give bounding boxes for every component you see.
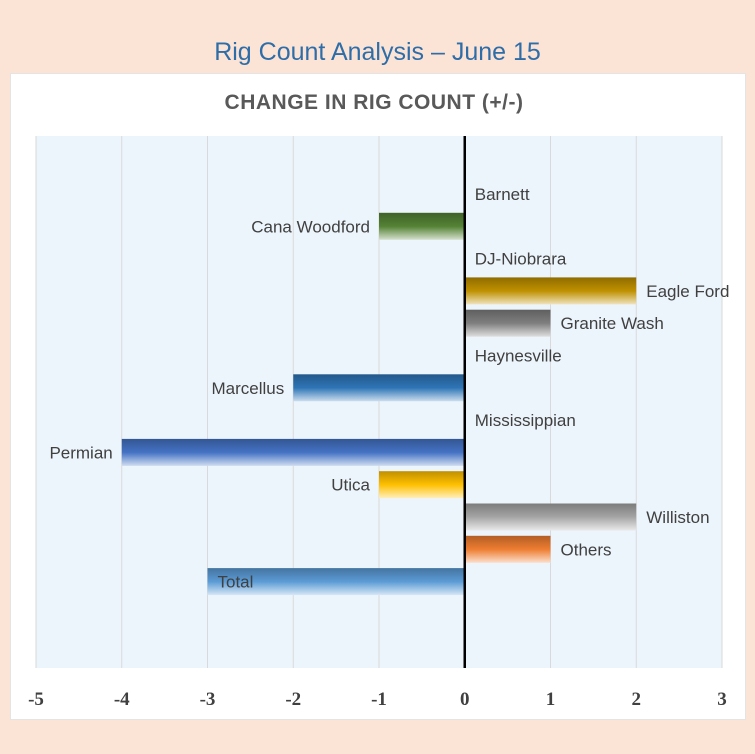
bar-label: DJ-Niobrara bbox=[475, 250, 567, 269]
bar-permian bbox=[121, 438, 465, 466]
bars bbox=[121, 212, 637, 596]
bar-label: Marcellus bbox=[212, 379, 285, 398]
x-tick-label: -3 bbox=[200, 689, 216, 710]
bar-chart: Barnett Cana Woodford DJ-Niobrara Eagle For… bbox=[28, 91, 729, 710]
bar-label: Eagle Ford bbox=[646, 282, 729, 301]
x-tick-label: -5 bbox=[28, 689, 44, 710]
bar-marcellus bbox=[293, 374, 465, 402]
bar-labels: Barnett Cana Woodford DJ-Niobrara Eagle For… bbox=[49, 185, 729, 592]
chart-card: Barnett Cana Woodford DJ-Niobrara Eagle For… bbox=[10, 73, 746, 720]
gridlines bbox=[35, 136, 723, 668]
bar-label: Utica bbox=[331, 476, 370, 495]
bar-label: Total bbox=[218, 573, 254, 592]
bar-utica bbox=[379, 471, 465, 499]
x-tick-label: 3 bbox=[717, 689, 727, 710]
x-tick-labels: -5 -4 -3 -2 -1 0 1 2 3 bbox=[28, 689, 727, 710]
bar-label: Barnett bbox=[475, 185, 530, 204]
x-tick-label: -2 bbox=[285, 689, 301, 710]
bar-williston bbox=[464, 503, 637, 531]
bar-label: Williston bbox=[646, 508, 709, 527]
bar-label: Haynesville bbox=[475, 347, 562, 366]
x-tick-label: 1 bbox=[546, 689, 556, 710]
bar-label: Others bbox=[561, 540, 612, 559]
bar-cana-woodford bbox=[379, 212, 465, 240]
x-tick-label: 0 bbox=[460, 689, 470, 710]
x-tick-label: 2 bbox=[632, 689, 642, 710]
bar-others bbox=[464, 535, 551, 563]
bar-label: Permian bbox=[49, 443, 112, 462]
bar-label: Cana Woodford bbox=[251, 217, 370, 236]
bar-label: Granite Wash bbox=[561, 314, 664, 333]
bar-label: Mississippian bbox=[475, 411, 576, 430]
bar-eagle-ford bbox=[464, 277, 637, 305]
x-tick-label: -4 bbox=[114, 689, 130, 710]
x-tick-label: -1 bbox=[371, 689, 387, 710]
bar-total bbox=[207, 568, 465, 596]
page-title: Rig Count Analysis – June 15 bbox=[214, 38, 541, 66]
chart-title: CHANGE IN RIG COUNT (+/-) bbox=[225, 91, 524, 114]
bar-granite-wash bbox=[464, 309, 551, 337]
